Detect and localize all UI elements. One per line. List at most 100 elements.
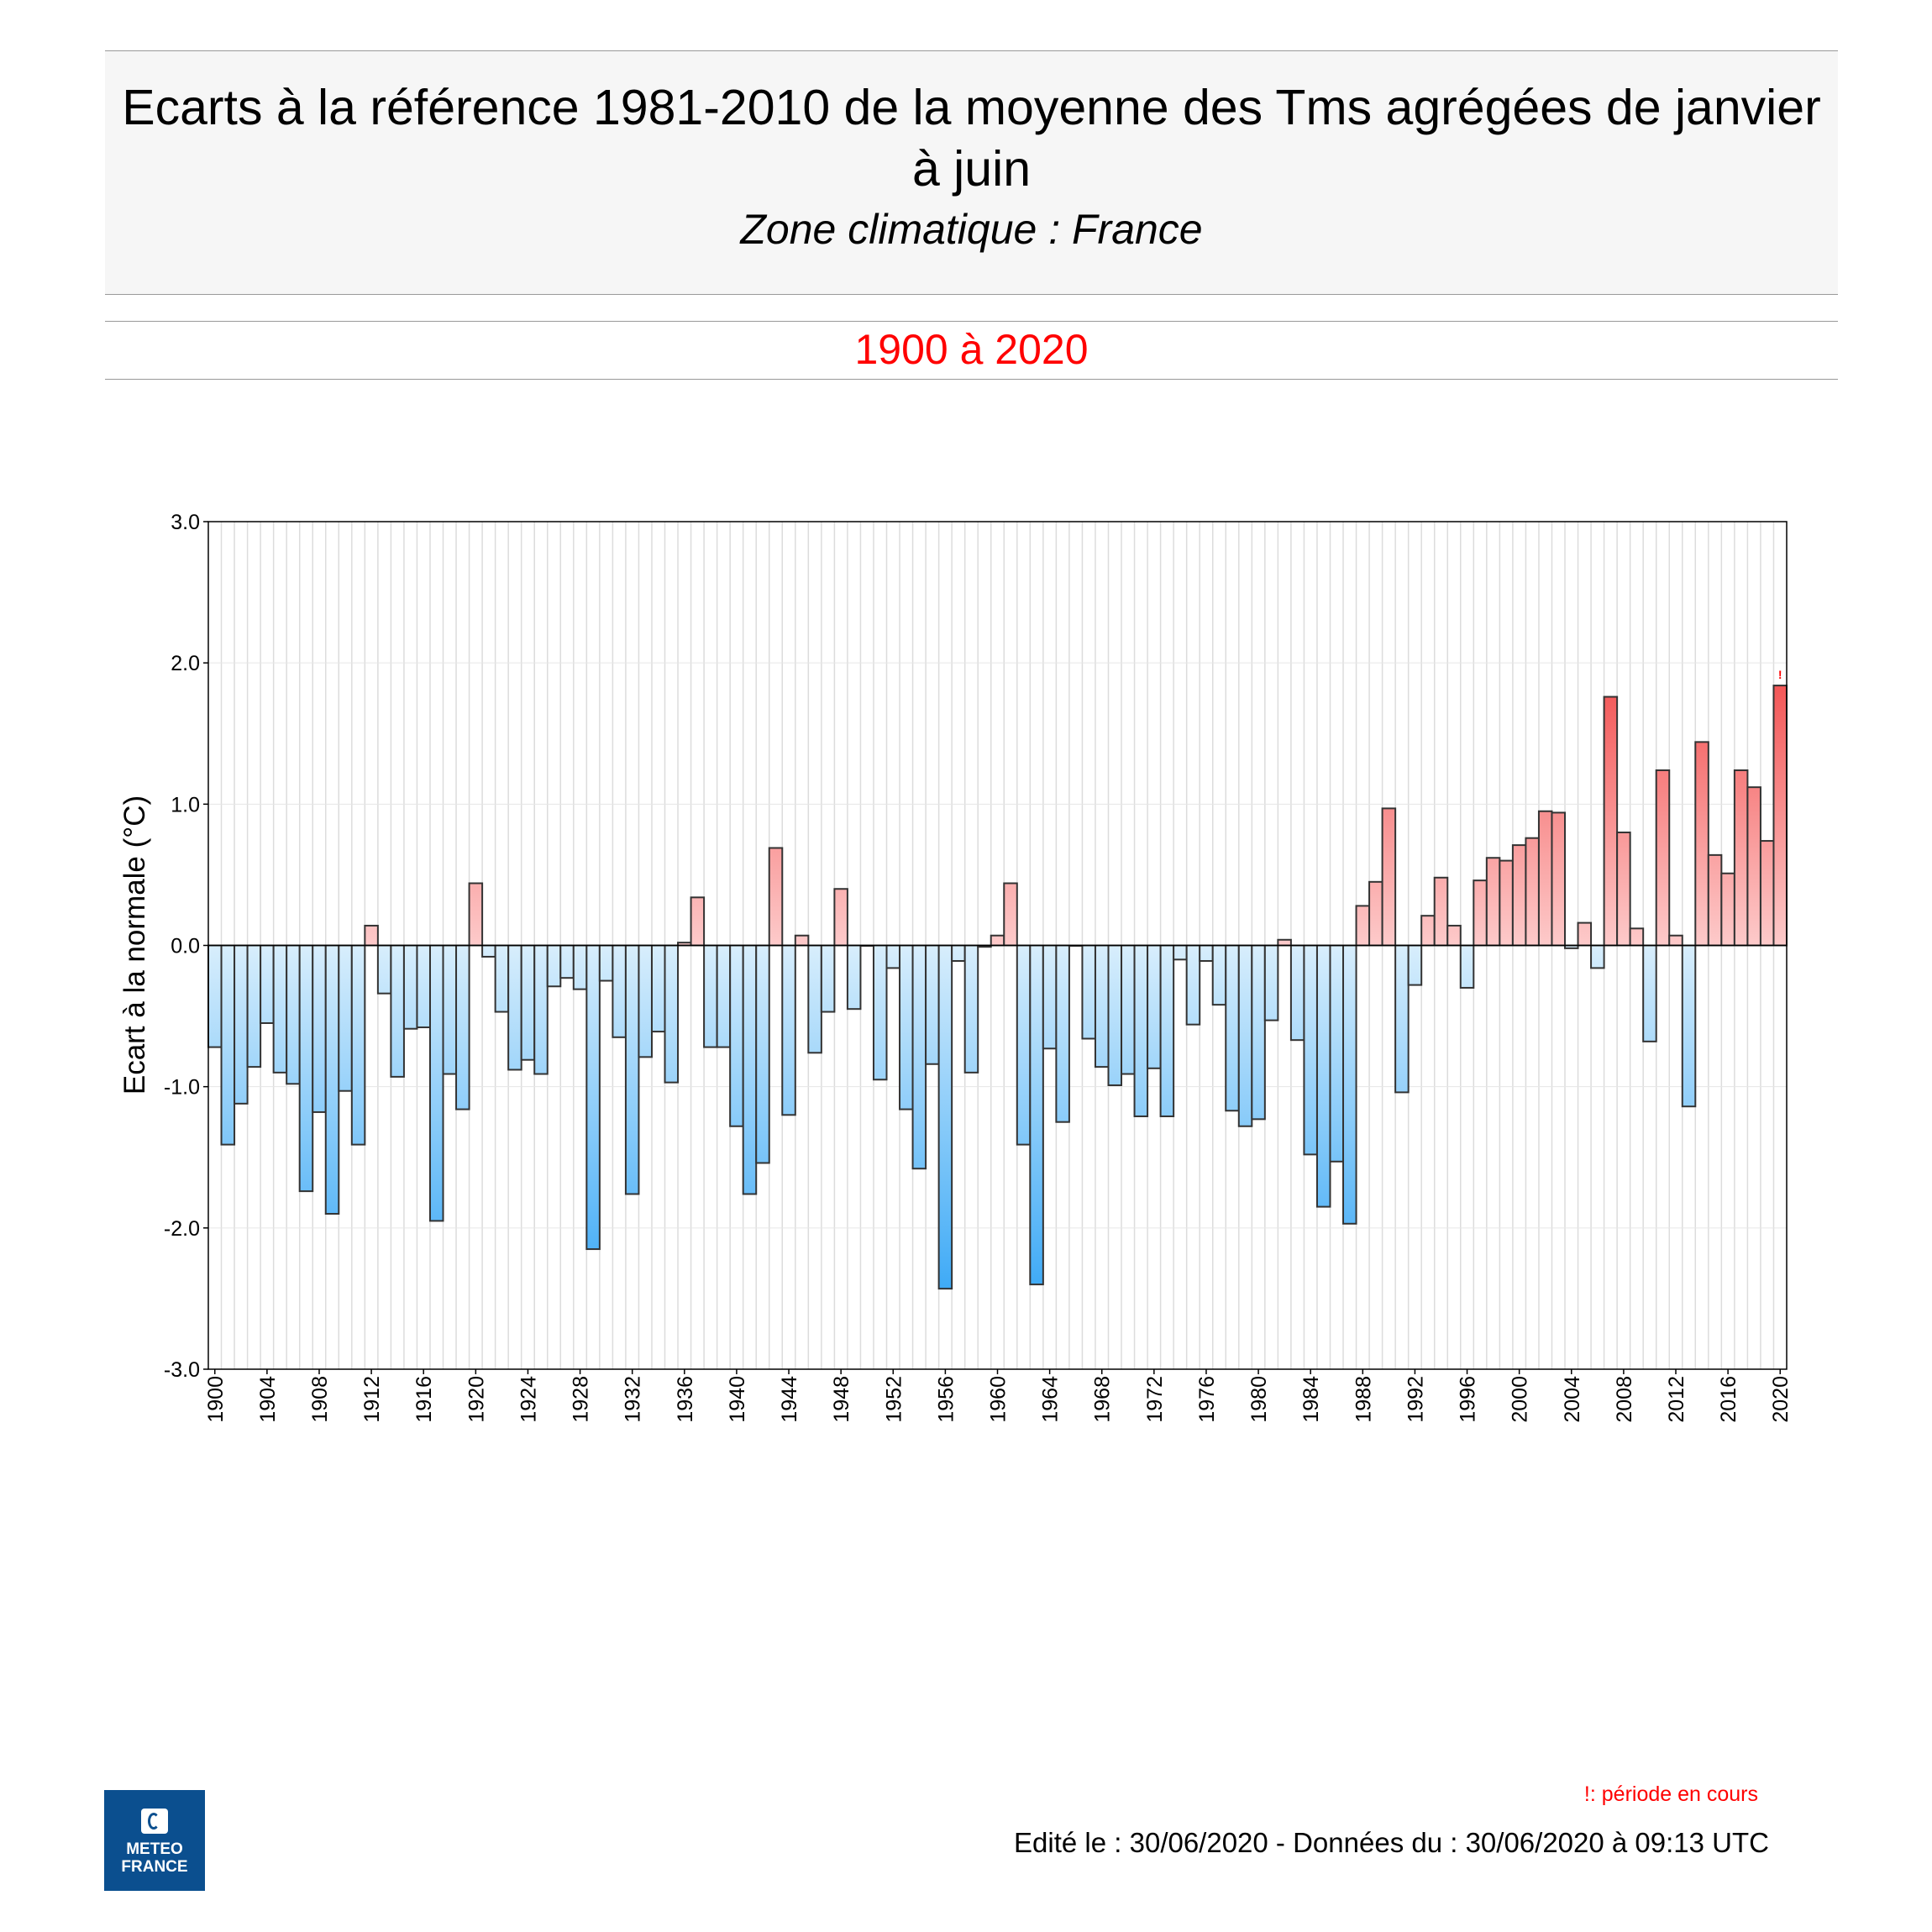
bar-1970 — [1121, 944, 1136, 1075]
bar-1991 — [1394, 944, 1410, 1094]
bar-1993 — [1420, 915, 1436, 947]
bar-1958 — [963, 944, 979, 1074]
x-tick-label: 1936 — [674, 1376, 697, 1423]
bar-1948 — [833, 888, 848, 947]
bar-2016 — [1720, 872, 1735, 947]
x-tick-label: 2000 — [1509, 1376, 1532, 1423]
bar-1956 — [937, 944, 953, 1290]
bar-1910 — [338, 944, 353, 1092]
bar-1921 — [481, 944, 496, 958]
x-tick-label: 1940 — [726, 1376, 749, 1423]
bar-1935 — [664, 944, 680, 1084]
bar-1972 — [1147, 944, 1162, 1069]
bar-1946 — [807, 944, 822, 1054]
bar-1977 — [1211, 944, 1227, 1006]
current-period-note: !: période en cours — [1583, 1782, 1758, 1806]
bar-2012 — [1668, 934, 1683, 947]
x-tick-label: 1916 — [412, 1376, 436, 1423]
bar-1968 — [1094, 944, 1110, 1068]
x-tick-label: 1996 — [1457, 1376, 1480, 1423]
bar-1996 — [1459, 944, 1475, 989]
bar-1908 — [312, 944, 327, 1113]
bar-1939 — [716, 944, 732, 1048]
bar-1995 — [1446, 924, 1462, 947]
bar-1982 — [1277, 938, 1292, 947]
bar-1961 — [1003, 882, 1018, 947]
bar-1987 — [1342, 944, 1357, 1225]
bar-1901 — [220, 944, 236, 1146]
bar-1947 — [820, 944, 836, 1013]
axes: -3.0 -2.0 -1.0 0.0 1.0 2.0 3.0 1900 1904 1908 1912… — [164, 511, 1793, 1423]
bar-1975 — [1185, 944, 1201, 1026]
bar-1902 — [234, 944, 249, 1105]
bar-1973 — [1159, 944, 1175, 1117]
bar-1919 — [455, 944, 470, 1110]
bar-1999 — [1499, 859, 1514, 947]
x-tick-label: 1972 — [1143, 1376, 1167, 1423]
bar-2013 — [1681, 944, 1697, 1108]
bar-1922 — [494, 944, 510, 1013]
bar-1906 — [286, 944, 301, 1085]
bar-1980 — [1251, 944, 1266, 1121]
x-tick-label: 2020 — [1769, 1376, 1793, 1423]
bar-1994 — [1433, 876, 1449, 947]
bar-2011 — [1655, 769, 1671, 947]
bar-1914 — [390, 944, 405, 1078]
x-tick-label: 1956 — [934, 1376, 958, 1423]
bar-1960 — [990, 934, 1005, 947]
bar-1926 — [546, 944, 562, 988]
y-axis-label: Ecart à la normale (°C) — [118, 795, 151, 1095]
logo-line2: FRANCE — [121, 1858, 188, 1876]
bar-1951 — [872, 944, 888, 1081]
bar-1934 — [650, 944, 666, 1033]
bar-1997 — [1473, 879, 1488, 947]
x-tick-label: 1948 — [830, 1376, 853, 1423]
bar-1918 — [442, 944, 458, 1075]
bar-1912 — [364, 924, 379, 947]
bar-1945 — [794, 934, 810, 947]
y-tick-label: 0.0 — [171, 935, 200, 958]
bar-1949 — [846, 944, 862, 1011]
bar-2002 — [1537, 810, 1553, 947]
edition-info: Edité le : 30/06/2020 - Données du : 30/… — [1014, 1827, 1769, 1858]
bar-1984 — [1303, 944, 1318, 1156]
bar-2008 — [1616, 831, 1631, 947]
bar-1932 — [624, 944, 640, 1195]
x-tick-label: 1904 — [256, 1376, 280, 1423]
bars: ! — [207, 668, 1788, 1290]
bar-1925 — [533, 944, 549, 1075]
bar-2017 — [1733, 769, 1749, 947]
x-tick-label: 1900 — [204, 1376, 228, 1423]
bar-2015 — [1707, 853, 1723, 947]
x-tick-label: 1984 — [1299, 1376, 1323, 1423]
y-tick-label: -1.0 — [164, 1076, 200, 1100]
bar-1904 — [260, 944, 275, 1024]
bar-1952 — [885, 944, 901, 969]
bar-1927 — [559, 944, 575, 979]
bar-1943 — [768, 847, 784, 947]
bar-1920 — [468, 882, 484, 947]
bar-1983 — [1289, 944, 1305, 1042]
bar-1900 — [207, 944, 223, 1048]
bar-2005 — [1577, 921, 1593, 947]
bar-1978 — [1225, 944, 1240, 1112]
bar-2019 — [1759, 840, 1775, 947]
period-label: 1900 à 2020 — [105, 321, 1838, 380]
bar-2014 — [1694, 741, 1709, 947]
bar-1974 — [1173, 944, 1188, 961]
bar-1911 — [350, 944, 366, 1146]
x-tick-label: 1932 — [622, 1376, 645, 1423]
bar-1979 — [1237, 944, 1253, 1127]
current-period-marker: ! — [1778, 668, 1782, 681]
bar-1963 — [1029, 944, 1044, 1286]
bar-1992 — [1407, 944, 1423, 986]
x-tick-label: 1988 — [1352, 1376, 1375, 1423]
x-tick-label: 1908 — [308, 1376, 332, 1423]
x-tick-label: 1976 — [1195, 1376, 1219, 1423]
chart-title: Ecarts à la référence 1981-2010 de la mo… — [122, 80, 1821, 197]
x-tick-label: 1980 — [1247, 1376, 1271, 1423]
bar-1955 — [925, 944, 940, 1065]
bar-2000 — [1511, 844, 1527, 947]
y-tick-label: 1.0 — [171, 793, 200, 816]
